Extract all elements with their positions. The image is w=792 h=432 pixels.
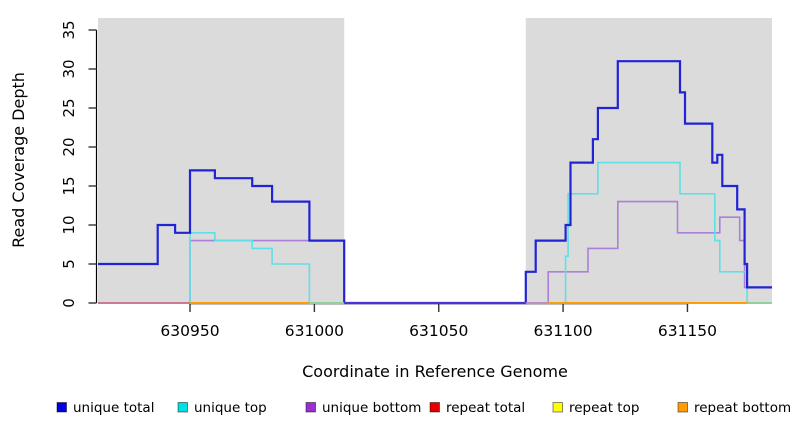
y-axis-label: Read Coverage Depth <box>9 72 28 248</box>
legend-label: unique top <box>194 400 267 416</box>
legend-swatch <box>177 402 188 413</box>
shaded-region <box>98 18 345 303</box>
x-tick-label: 631050 <box>409 322 468 340</box>
legend-swatch <box>305 402 316 413</box>
y-tick-label: 25 <box>60 98 78 117</box>
legend-item-repeat-bottom: repeat bottom <box>677 400 791 416</box>
y-tick-label: 10 <box>60 215 78 234</box>
x-tick-label: 631100 <box>533 322 592 340</box>
legend-label: repeat total <box>446 400 525 416</box>
legend-item-unique-total: unique total <box>56 400 154 416</box>
x-tick-label: 631150 <box>658 322 717 340</box>
x-axis-label: Coordinate in Reference Genome <box>302 362 568 381</box>
legend-item-repeat-top: repeat top <box>552 400 639 416</box>
y-tick-label: 15 <box>60 176 78 195</box>
legend-label: unique total <box>73 400 154 416</box>
x-tick-label: 631000 <box>285 322 344 340</box>
y-tick-label: 20 <box>60 137 78 156</box>
shaded-regions <box>98 18 772 303</box>
legend-swatch <box>429 402 440 413</box>
legend-swatch <box>552 402 563 413</box>
y-tick-label: 30 <box>60 59 78 78</box>
legend-swatch <box>56 402 67 413</box>
legend: unique total unique top unique bottom repea… <box>56 400 791 416</box>
legend-label: repeat bottom <box>694 400 791 416</box>
legend-label: repeat top <box>569 400 639 416</box>
series-line-unique-top <box>98 161 772 304</box>
y-tick-label: 35 <box>60 20 78 39</box>
x-tick-label: 630950 <box>160 322 219 340</box>
legend-swatch <box>677 402 688 413</box>
tick-labels: 0 5 10 15 20 25 30 35 630950 631000 631050 631100 63… <box>60 20 717 340</box>
series-line-unique-total <box>98 60 772 305</box>
legend-label: unique bottom <box>322 400 421 416</box>
legend-item-unique-bottom: unique bottom <box>305 400 421 416</box>
y-tick-label: 5 <box>60 259 78 269</box>
legend-item-unique-top: unique top <box>177 400 267 416</box>
y-tick-label: 0 <box>60 298 78 308</box>
legend-item-repeat-total: repeat total <box>429 400 525 416</box>
